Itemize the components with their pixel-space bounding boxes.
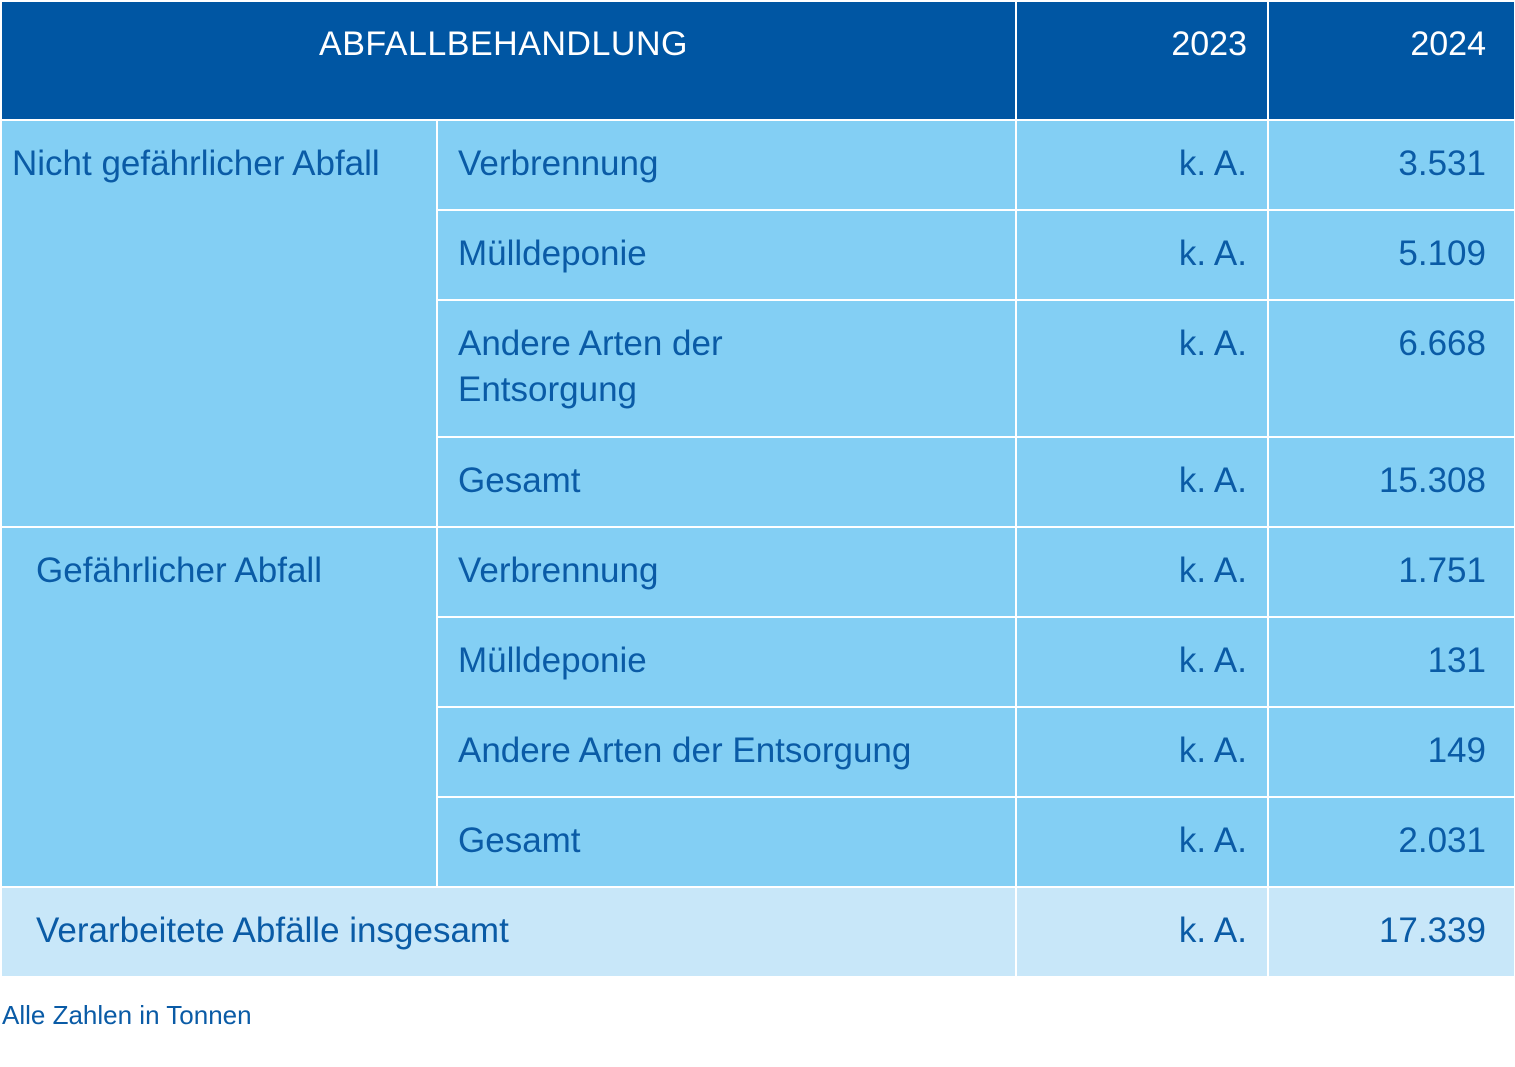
row-category: Verbrennung	[436, 526, 1017, 618]
row-value-2024: 5.109	[1267, 209, 1514, 301]
footnote: Alle Zahlen in Tonnen	[2, 1000, 252, 1030]
table-row: Gesamt k. A. 15.308	[2, 436, 1514, 528]
table-row: Mülldeponie k. A. 5.109	[2, 209, 1514, 301]
table-row: Gesamt k. A. 2.031	[2, 796, 1514, 888]
row-value-2024: 6.668	[1267, 299, 1514, 438]
row-value-2023: k. A.	[1015, 706, 1269, 798]
table-row: Andere Arten der Entsorgung k. A. 149	[2, 706, 1514, 798]
row-category: Verbrennung	[436, 119, 1017, 211]
row-value-2024: 149	[1267, 706, 1514, 798]
row-value-2023: k. A.	[1015, 299, 1269, 438]
row-category: Gesamt	[436, 436, 1017, 528]
total-row: Verarbeitete Abfälle insgesamt k. A. 17.…	[2, 886, 1514, 978]
table-row: Nicht gefährlicher Abfall Verbrennung k.…	[2, 119, 1514, 528]
row-value-2023: k. A.	[1015, 526, 1269, 618]
row-value-2023: k. A.	[1015, 119, 1269, 211]
row-category: Andere Arten der Entsorgung	[436, 299, 1017, 438]
total-label: Verarbeitete Abfälle insgesamt	[2, 886, 1017, 978]
header-year-2023: 2023	[1171, 25, 1247, 63]
table-body: Nicht gefährlicher Abfall Verbrennung k.…	[2, 119, 1514, 978]
table-row: Andere Arten der Entsorgung k. A. 6.668	[2, 299, 1514, 438]
row-value-2023: k. A.	[1015, 436, 1269, 528]
row-category: Gesamt	[436, 796, 1017, 888]
header-year-2024: 2024	[1410, 25, 1486, 63]
row-value-2024: 3.531	[1267, 119, 1514, 211]
header-year-2023-cell: 2023	[1015, 2, 1269, 121]
group-label-hazardous: Gefährlicher Abfall	[2, 526, 438, 888]
row-category: Mülldeponie	[436, 616, 1017, 708]
waste-treatment-table-container: ABFALLBEHANDLUNG 2023 2024 Nicht gefährl…	[2, 2, 1514, 978]
group-label-non-hazardous: Nicht gefährlicher Abfall	[2, 119, 438, 528]
row-value-2024: 1.751	[1267, 526, 1514, 618]
table-row: Gefährlicher Abfall Verbrennung k. A. 1.…	[2, 526, 1514, 888]
total-value-2023: k. A.	[1015, 886, 1269, 978]
row-value-2024: 2.031	[1267, 796, 1514, 888]
row-value-2023: k. A.	[1015, 209, 1269, 301]
total-value-2024: 17.339	[1267, 886, 1514, 978]
header-title-cell: ABFALLBEHANDLUNG	[2, 2, 1017, 121]
table-row: Mülldeponie k. A. 131	[2, 616, 1514, 708]
row-value-2024: 131	[1267, 616, 1514, 708]
table-header: ABFALLBEHANDLUNG 2023 2024	[2, 2, 1514, 121]
waste-treatment-table: ABFALLBEHANDLUNG 2023 2024 Nicht gefährl…	[2, 2, 1514, 978]
row-value-2023: k. A.	[1015, 616, 1269, 708]
header-title: ABFALLBEHANDLUNG	[319, 25, 688, 63]
row-category: Andere Arten der Entsorgung	[436, 706, 1017, 798]
row-value-2024: 15.308	[1267, 436, 1514, 528]
row-value-2023: k. A.	[1015, 796, 1269, 888]
header-year-2024-cell: 2024	[1267, 2, 1514, 121]
row-category: Mülldeponie	[436, 209, 1017, 301]
header-row: ABFALLBEHANDLUNG 2023 2024	[2, 2, 1514, 121]
